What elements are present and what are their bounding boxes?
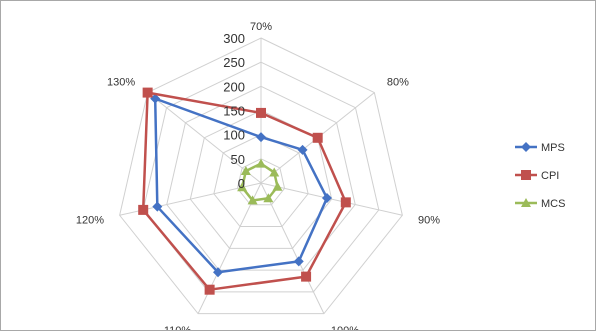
data-point-cpi xyxy=(256,107,266,118)
series-mps xyxy=(150,93,332,278)
grid-spoke xyxy=(260,182,325,314)
data-point-cpi xyxy=(138,204,149,215)
legend-label-mps: MPS xyxy=(541,142,565,154)
category-label: 90% xyxy=(418,214,440,226)
grid-ring xyxy=(213,134,309,228)
radar-grid xyxy=(119,37,403,315)
data-point-mcs xyxy=(269,167,280,177)
data-point-mcs xyxy=(240,165,251,175)
category-label: 110% xyxy=(164,325,192,330)
category-label: 80% xyxy=(387,76,409,88)
grid-ring xyxy=(189,109,333,249)
radial-tick-label: 300 xyxy=(223,31,245,46)
data-point-cpi xyxy=(312,132,323,143)
series-cpi xyxy=(138,87,351,295)
data-point-mps xyxy=(150,93,161,104)
series-line-cpi xyxy=(141,91,348,291)
category-label: 130% xyxy=(107,76,135,88)
data-point-cpi xyxy=(340,197,351,208)
series-line-mps xyxy=(153,97,329,274)
data-point-mcs xyxy=(237,182,248,192)
radial-tick-label: 50 xyxy=(231,152,245,167)
grid-ring xyxy=(142,61,380,293)
data-point-cpi xyxy=(301,271,312,282)
data-point-mps xyxy=(293,256,304,267)
data-point-mcs xyxy=(263,193,274,203)
radial-tick-label: 200 xyxy=(223,79,245,94)
category-labels: 70% 80% 90% 100% 110% 120% 130% xyxy=(76,21,440,335)
legend-marker-mps xyxy=(521,142,531,152)
radial-tick-label: 250 xyxy=(223,55,245,70)
data-point-cpi xyxy=(204,284,215,295)
radar-series xyxy=(138,87,351,295)
data-point-mcs xyxy=(256,158,266,168)
legend-label-mcs: MCS xyxy=(541,198,565,210)
data-point-mps xyxy=(297,144,308,155)
series-mcs xyxy=(237,158,283,205)
data-point-mcs xyxy=(247,195,258,205)
data-point-mps xyxy=(256,132,266,143)
legend: MPS CPI MCS xyxy=(515,142,565,210)
data-point-cpi xyxy=(142,87,153,98)
radial-tick-label: 0 xyxy=(238,176,245,191)
category-label: 70% xyxy=(250,21,272,33)
data-point-mps xyxy=(213,267,224,278)
radial-tick-label: 100 xyxy=(223,128,245,143)
data-point-mps xyxy=(321,193,332,204)
legend-marker-cpi xyxy=(521,170,531,180)
grid-ring xyxy=(236,158,286,206)
radial-tick-labels: 0 50 100 150 200 250 300 xyxy=(223,31,245,191)
category-label: 100% xyxy=(331,325,359,330)
data-point-mcs xyxy=(272,181,283,191)
legend-entry-mcs: MCS xyxy=(515,198,565,210)
data-point-mps xyxy=(152,201,163,212)
category-label: 120% xyxy=(76,214,104,226)
grid-spoke xyxy=(147,92,262,184)
legend-marker-mcs xyxy=(521,198,531,207)
grid-spoke xyxy=(260,182,403,216)
legend-entry-mps: MPS xyxy=(515,142,565,154)
grid-ring xyxy=(119,37,403,315)
radar-chart: 0 50 100 150 200 250 300 70% 80% 90% 100% 110% 120%… xyxy=(76,21,566,335)
grid-ring xyxy=(166,85,356,271)
radial-tick-label: 150 xyxy=(223,104,245,119)
legend-label-cpi: CPI xyxy=(541,170,559,182)
legend-entry-cpi: CPI xyxy=(515,170,559,182)
